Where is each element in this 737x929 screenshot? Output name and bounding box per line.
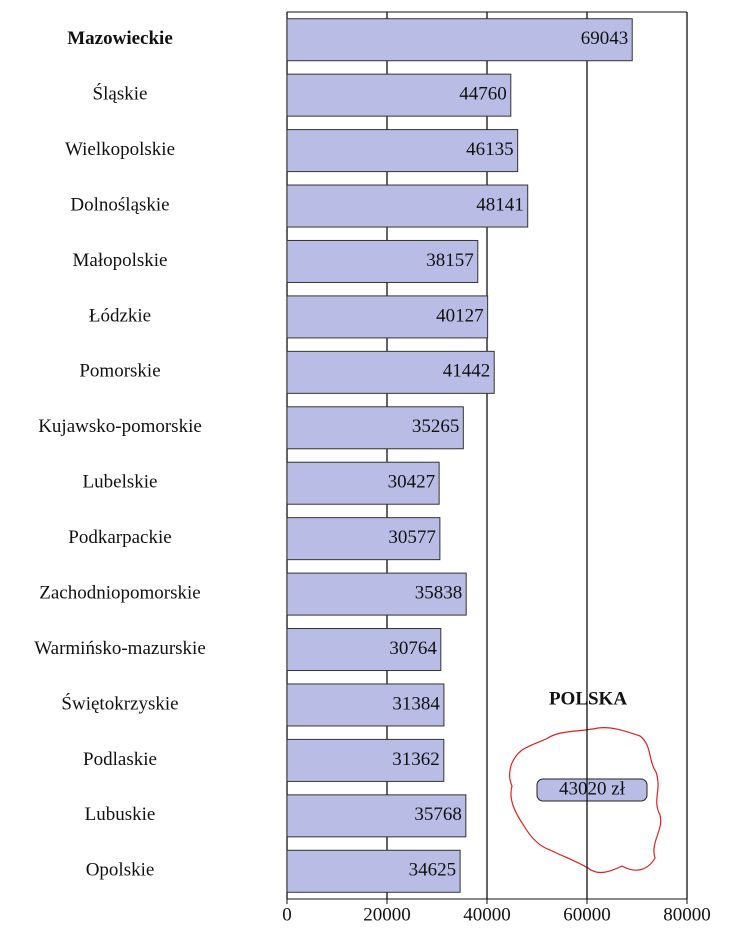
value-label: 30427 [388, 472, 436, 493]
y-tick-label: Mazowieckie [67, 28, 173, 49]
value-label: 31362 [392, 749, 440, 770]
y-tick-label: Kujawsko-pomorskie [38, 416, 202, 437]
y-tick-label: Małopolskie [73, 250, 168, 271]
annotation-box [536, 778, 648, 802]
x-tick-label: 80000 [663, 904, 711, 925]
bar [286, 628, 442, 672]
value-label: 38157 [426, 250, 474, 271]
y-tick-label: Podkarpackie [68, 527, 171, 548]
x-tick-label: 40000 [463, 904, 511, 925]
bar [286, 683, 445, 727]
bar [286, 73, 512, 117]
bar [286, 239, 479, 283]
annotation-label: 43020 zł [559, 778, 626, 799]
value-label: 48141 [476, 194, 524, 215]
y-tick-label: Świętokrzyskie [61, 692, 178, 714]
value-label: 69043 [581, 28, 629, 49]
value-label: 41442 [443, 361, 491, 382]
bar [286, 295, 489, 339]
y-tick-label: Podlaskie [83, 749, 157, 770]
y-tick-label: Lubelskie [83, 472, 158, 493]
bar [286, 794, 467, 838]
value-label: 31384 [392, 693, 440, 714]
y-tick-label: Łódzkie [89, 305, 151, 326]
value-label: 30764 [389, 638, 437, 659]
bar [286, 849, 461, 893]
x-tick-label: 0 [282, 904, 292, 925]
y-tick-label: Pomorskie [79, 361, 160, 382]
poland-outline [509, 727, 662, 874]
value-label: 35838 [415, 582, 463, 603]
bar [286, 517, 441, 561]
x-tick-label: 20000 [363, 904, 411, 925]
y-tick-label: Śląskie [93, 83, 148, 105]
x-tick-label: 60000 [563, 904, 611, 925]
y-tick-label: Dolnośląskie [70, 194, 169, 215]
value-label: 40127 [436, 305, 484, 326]
value-label: 35265 [412, 416, 460, 437]
bar [286, 18, 633, 62]
annotation-title: POLSKA [549, 688, 627, 709]
bar [286, 129, 519, 173]
value-label: 44760 [459, 84, 507, 105]
bar [286, 572, 467, 616]
value-label: 46135 [466, 139, 514, 160]
y-tick-label: Lubuskie [85, 804, 156, 825]
bar [286, 350, 495, 394]
bar [286, 184, 529, 228]
bar [286, 461, 440, 505]
bar [286, 738, 445, 782]
y-tick-label: Opolskie [86, 860, 155, 881]
bar [286, 406, 464, 450]
y-tick-label: Zachodniopomorskie [39, 582, 200, 603]
y-tick-label: Wielkopolskie [65, 139, 175, 160]
value-label: 35768 [414, 804, 462, 825]
value-label: 34625 [409, 860, 457, 881]
y-tick-label: Warmińsko-mazurskie [34, 638, 206, 659]
value-label: 30577 [388, 527, 436, 548]
